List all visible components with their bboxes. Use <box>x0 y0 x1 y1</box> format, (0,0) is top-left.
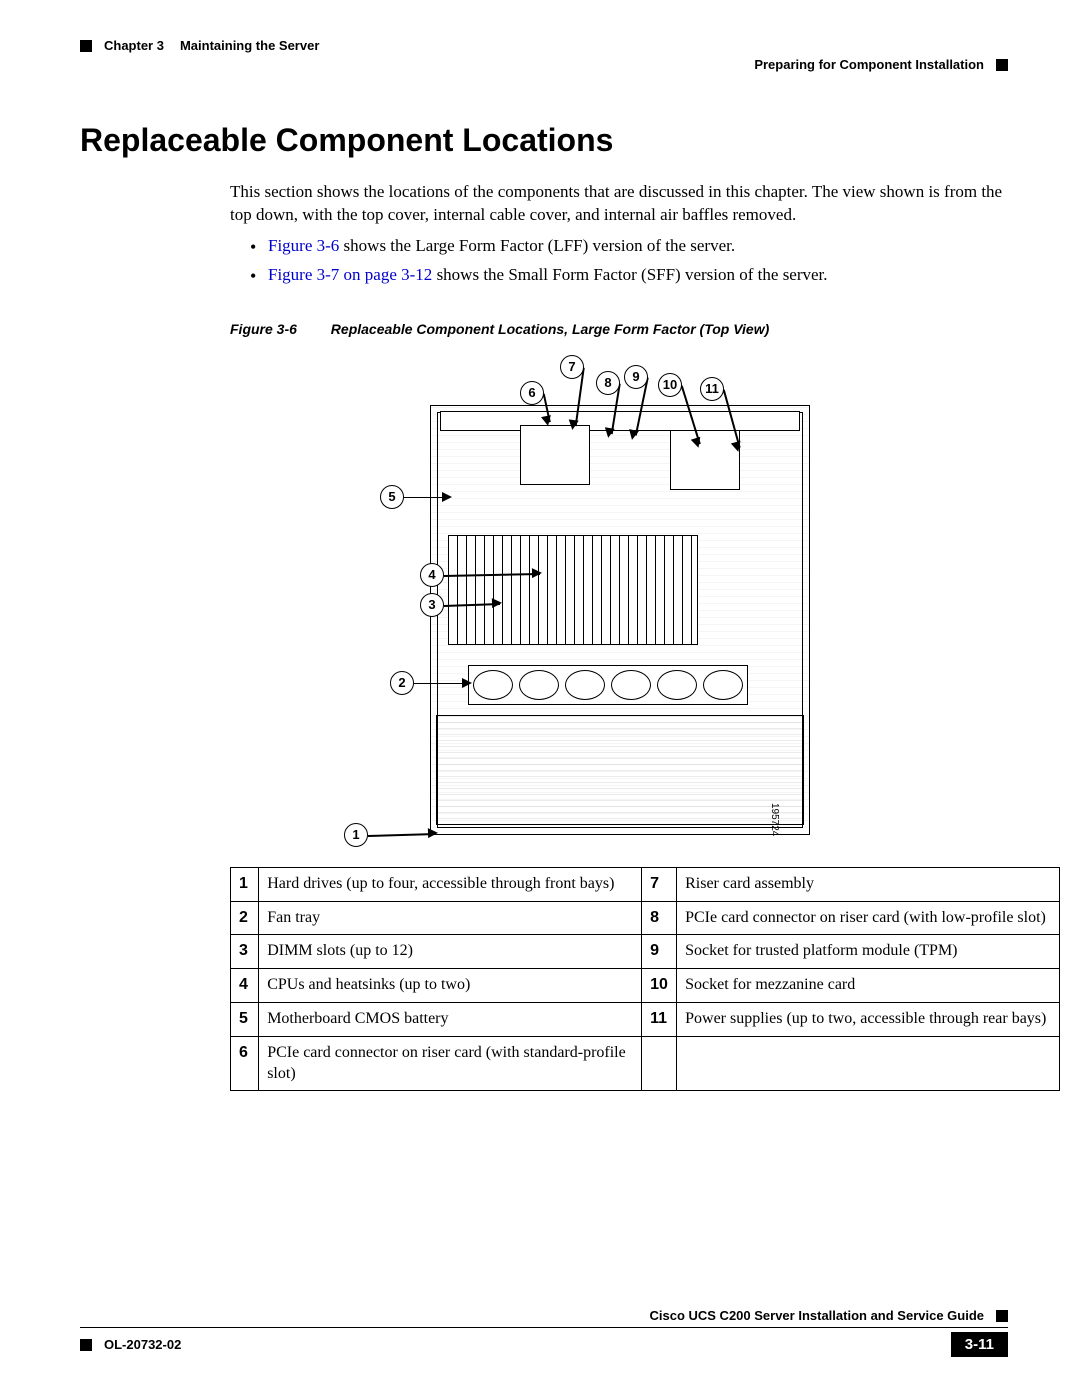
figure-title: Replaceable Component Locations, Large F… <box>331 321 769 337</box>
component-number: 9 <box>642 935 677 969</box>
arrow-head-icon <box>603 427 614 438</box>
figure-number: Figure 3-6 <box>230 321 297 337</box>
figure-link[interactable]: Figure 3-7 on page 3-12 <box>268 265 432 284</box>
component-desc: Hard drives (up to four, accessible thro… <box>259 867 642 901</box>
callout-8: 8 <box>596 371 620 395</box>
component-desc: CPUs and heatsinks (up to two) <box>259 969 642 1003</box>
callout-1: 1 <box>344 823 368 847</box>
component-number: 11 <box>642 1002 677 1036</box>
front-bay-block <box>436 715 804 825</box>
figure-caption: Figure 3-6 Replaceable Component Locatio… <box>230 321 1008 337</box>
table-row: 3DIMM slots (up to 12)9Socket for truste… <box>231 935 1060 969</box>
table-row: 4CPUs and heatsinks (up to two)10Socket … <box>231 969 1060 1003</box>
component-desc: Power supplies (up to two, accessible th… <box>677 1002 1060 1036</box>
component-desc <box>677 1036 1060 1091</box>
footer-dot-icon <box>996 1310 1008 1322</box>
footer-dot-icon-2 <box>80 1339 92 1351</box>
callout-10: 10 <box>658 373 682 397</box>
riser-block <box>440 411 800 431</box>
arrow-head-icon <box>567 419 578 430</box>
component-number: 4 <box>231 969 259 1003</box>
component-number: 7 <box>642 867 677 901</box>
table-row: 6PCIe card connector on riser card (with… <box>231 1036 1060 1091</box>
chapter-title: Maintaining the Server <box>180 38 319 53</box>
arrow-head-icon <box>541 415 553 427</box>
arrow-head-icon <box>627 429 639 441</box>
breadcrumb: Preparing for Component Installation <box>80 57 1008 72</box>
component-desc: Motherboard CMOS battery <box>259 1002 642 1036</box>
bullet-item: Figure 3-6 shows the Large Form Factor (… <box>250 235 1008 258</box>
cpu-block-a <box>520 425 590 485</box>
component-desc: Socket for trusted platform module (TPM) <box>677 935 1060 969</box>
arrow-head-icon <box>532 568 542 578</box>
table-row: 1Hard drives (up to four, accessible thr… <box>231 867 1060 901</box>
page-number: 3-11 <box>951 1332 1008 1357</box>
breadcrumb-text: Preparing for Component Installation <box>754 57 984 72</box>
arrow-head-icon <box>492 598 502 608</box>
component-desc: DIMM slots (up to 12) <box>259 935 642 969</box>
bullet-text: shows the Small Form Factor (SFF) versio… <box>432 265 827 284</box>
component-number: 2 <box>231 901 259 935</box>
component-number: 8 <box>642 901 677 935</box>
callout-9: 9 <box>624 365 648 389</box>
breadcrumb-dot-icon <box>996 59 1008 71</box>
component-number <box>642 1036 677 1091</box>
header-chapter: Chapter 3 Maintaining the Server <box>80 38 1008 53</box>
figure-link[interactable]: Figure 3-6 <box>268 236 339 255</box>
component-number: 1 <box>231 867 259 901</box>
component-table: 1Hard drives (up to four, accessible thr… <box>230 867 1060 1092</box>
component-number: 10 <box>642 969 677 1003</box>
footer-guide: Cisco UCS C200 Server Installation and S… <box>649 1308 984 1323</box>
callout-5: 5 <box>380 485 404 509</box>
footer-doc-id: OL-20732-02 <box>104 1337 181 1352</box>
page-footer: Cisco UCS C200 Server Installation and S… <box>80 1308 1008 1357</box>
callout-3: 3 <box>420 593 444 617</box>
component-number: 5 <box>231 1002 259 1036</box>
callout-2: 2 <box>390 671 414 695</box>
table-row: 5Motherboard CMOS battery11Power supplie… <box>231 1002 1060 1036</box>
table-row: 2Fan tray8PCIe card connector on riser c… <box>231 901 1060 935</box>
component-desc: Socket for mezzanine card <box>677 969 1060 1003</box>
dimm-block <box>448 535 698 645</box>
bullet-list: Figure 3-6 shows the Large Form Factor (… <box>250 235 1008 287</box>
component-number: 3 <box>231 935 259 969</box>
header-dot-icon <box>80 40 92 52</box>
page-title: Replaceable Component Locations <box>80 122 1008 159</box>
bullet-item: Figure 3-7 on page 3-12 shows the Small … <box>250 264 1008 287</box>
component-desc: PCIe card connector on riser card (with … <box>259 1036 642 1091</box>
intro-paragraph: This section shows the locations of the … <box>230 181 1008 227</box>
callout-6: 6 <box>520 381 544 405</box>
arrow-head-icon <box>442 492 452 502</box>
component-number: 6 <box>231 1036 259 1091</box>
chapter-number: Chapter 3 <box>104 38 164 53</box>
component-desc: Fan tray <box>259 901 642 935</box>
leader-line <box>368 833 436 836</box>
body-text: This section shows the locations of the … <box>230 181 1008 287</box>
diagram-id: 195724 <box>769 803 780 836</box>
callout-7: 7 <box>560 355 584 379</box>
callout-11: 11 <box>700 377 724 401</box>
arrow-head-icon <box>462 678 472 688</box>
component-diagram: 195724 1 2 3 4 5 6789 10 11 <box>340 355 840 855</box>
component-desc: Riser card assembly <box>677 867 1060 901</box>
component-desc: PCIe card connector on riser card (with … <box>677 901 1060 935</box>
cpu-block-b <box>670 430 740 490</box>
callout-4: 4 <box>420 563 444 587</box>
bullet-text: shows the Large Form Factor (LFF) versio… <box>339 236 735 255</box>
arrow-head-icon <box>428 828 438 838</box>
fan-tray-block <box>468 665 748 705</box>
